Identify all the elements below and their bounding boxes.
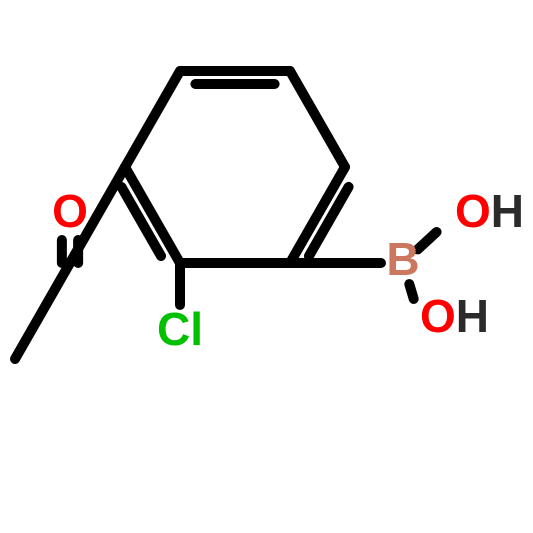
atom-label-cl: Cl: [157, 303, 203, 355]
atom-label-oh: OH: [455, 185, 524, 237]
bond: [15, 263, 70, 359]
bond: [290, 71, 345, 167]
bond: [409, 284, 413, 299]
atom-label-oh: OH: [420, 290, 489, 342]
bond: [125, 71, 180, 167]
atom-label-b: B: [386, 233, 419, 285]
bond: [418, 232, 437, 249]
molecule-diagram: BOHOHClO: [0, 0, 533, 533]
atom-label-o: O: [52, 185, 88, 237]
